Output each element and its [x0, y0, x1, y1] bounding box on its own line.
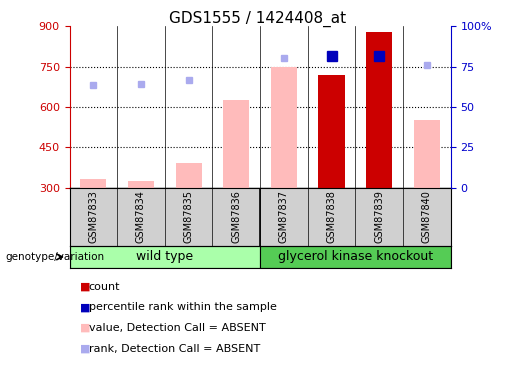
Text: genotype/variation: genotype/variation: [5, 252, 104, 262]
Bar: [271, 67, 297, 188]
Text: rank, Detection Call = ABSENT: rank, Detection Call = ABSENT: [89, 344, 260, 354]
Bar: [70, 246, 260, 268]
Bar: [414, 120, 440, 188]
Text: count: count: [89, 282, 120, 292]
Text: GSM87838: GSM87838: [327, 190, 336, 243]
Text: glycerol kinase knockout: glycerol kinase knockout: [278, 251, 433, 263]
Bar: [128, 181, 154, 188]
Text: ■: ■: [80, 303, 90, 312]
Bar: [80, 180, 107, 188]
Bar: [223, 100, 249, 188]
Text: wild type: wild type: [136, 251, 193, 263]
Text: ■: ■: [80, 344, 90, 354]
Bar: [260, 246, 451, 268]
Text: GSM87839: GSM87839: [374, 190, 384, 243]
Bar: [366, 32, 392, 188]
Text: GSM87835: GSM87835: [184, 190, 194, 243]
Text: GSM87833: GSM87833: [89, 190, 98, 243]
Text: ■: ■: [80, 323, 90, 333]
Text: GSM87837: GSM87837: [279, 190, 289, 243]
Text: GDS1555 / 1424408_at: GDS1555 / 1424408_at: [169, 11, 346, 27]
Text: ■: ■: [80, 282, 90, 292]
Text: GSM87840: GSM87840: [422, 190, 432, 243]
Text: percentile rank within the sample: percentile rank within the sample: [89, 303, 277, 312]
Text: GSM87834: GSM87834: [136, 190, 146, 243]
Bar: [176, 164, 202, 188]
Text: GSM87836: GSM87836: [231, 190, 241, 243]
Text: value, Detection Call = ABSENT: value, Detection Call = ABSENT: [89, 323, 265, 333]
Bar: [318, 75, 345, 188]
